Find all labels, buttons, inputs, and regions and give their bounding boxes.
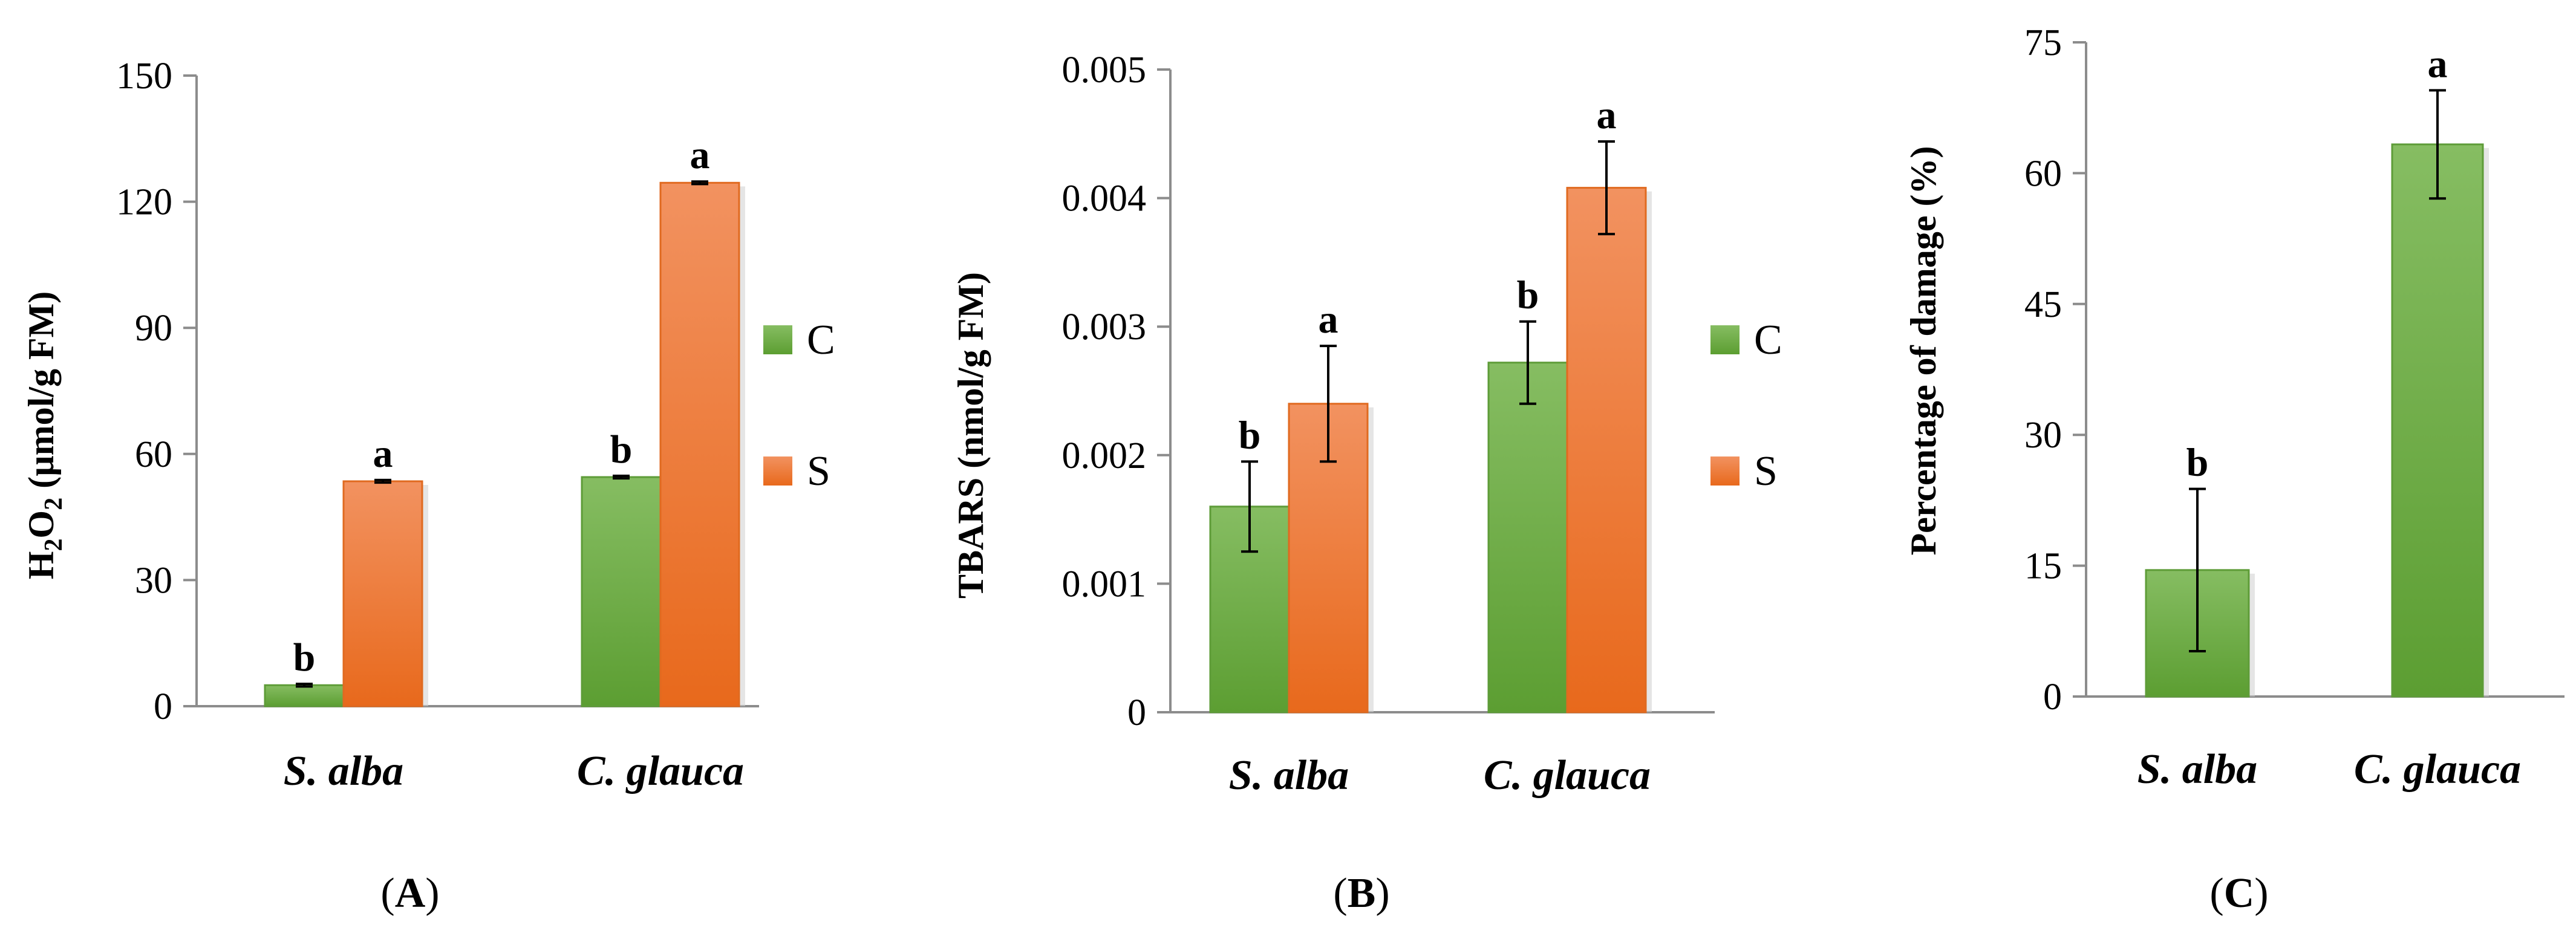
category-label: C. glauca bbox=[1484, 752, 1651, 799]
panel-a-label: (A) bbox=[380, 870, 439, 917]
significance-letter: b bbox=[610, 427, 633, 472]
y-tick-label: 30 bbox=[135, 560, 172, 601]
panel-c-y-axis-title: Percentage of damage (%) bbox=[1903, 146, 1943, 556]
legend-label-C: C bbox=[807, 317, 835, 363]
panel-c-error-bars bbox=[2189, 89, 2446, 652]
y-tick-label: 60 bbox=[2024, 153, 2062, 194]
panel-b-label: (B) bbox=[1333, 870, 1389, 917]
panel-b-bars bbox=[1209, 187, 1652, 713]
bar-C-s-alba bbox=[264, 684, 345, 707]
y-tick-label: 0 bbox=[2043, 677, 2062, 718]
bar-C-c-glauca bbox=[581, 476, 662, 707]
significance-letter: b bbox=[293, 635, 316, 680]
bar-S-s-alba bbox=[342, 480, 423, 707]
panel-a-significance-letters: b a b a bbox=[293, 133, 710, 680]
category-label: S. alba bbox=[284, 748, 403, 794]
panel-a-legend: CS bbox=[763, 317, 835, 495]
category-label: C. glauca bbox=[2354, 746, 2521, 793]
bar-S-c-glauca bbox=[1566, 187, 1647, 713]
y-tick-label: 0.004 bbox=[1062, 178, 1147, 219]
panel-b-y-ticks: 0 0.001 0.002 0.003 0.004 0.005 bbox=[1062, 50, 1715, 733]
significance-letter: b bbox=[1239, 413, 1261, 457]
panel-a-y-ticks: 0 30 60 90 120 150 bbox=[116, 56, 759, 727]
panel-b-legend: CS bbox=[1710, 317, 1782, 495]
panel-b-significance-letters: b a b a bbox=[1239, 93, 1617, 457]
panel-b-category-labels: S. alba C. glauca bbox=[1229, 752, 1651, 799]
panel-a-bars bbox=[264, 181, 745, 707]
panel-a-error-bars bbox=[296, 180, 708, 688]
y-tick-label: 120 bbox=[116, 182, 172, 223]
legend-swatch-S bbox=[1710, 456, 1740, 486]
bar-C-c-glauca bbox=[1487, 362, 1568, 713]
y-tick-label: 150 bbox=[116, 56, 172, 97]
y-tick-label: 15 bbox=[2024, 546, 2062, 587]
panel-a-y-axis-title: H2O2 (µmol/g FM) bbox=[21, 291, 68, 579]
category-label: C. glauca bbox=[577, 748, 744, 794]
legend-swatch-C bbox=[1710, 325, 1740, 354]
legend-swatch-S bbox=[763, 456, 792, 486]
y-tick-label: 0.002 bbox=[1062, 435, 1147, 476]
panel-a-category-labels: S. alba C. glauca bbox=[284, 748, 744, 794]
y-tick-label: 75 bbox=[2024, 22, 2062, 63]
significance-letter: b bbox=[1517, 273, 1539, 317]
panel-b-y-axis-title: TBARS (nmol/g FM) bbox=[951, 272, 991, 599]
panel-b-error-bars bbox=[1241, 140, 1615, 553]
panel-a-chart: 0 30 60 90 120 150 b a b a S. alba C. glauca H2O2… bbox=[21, 56, 835, 917]
panel-c-label: (C) bbox=[2209, 870, 2268, 917]
significance-letter: a bbox=[2428, 42, 2448, 86]
y-tick-label: 0.001 bbox=[1062, 564, 1147, 605]
bar-damage-c-glauca bbox=[2391, 143, 2484, 698]
significance-letter: a bbox=[690, 133, 710, 177]
legend-swatch-C bbox=[763, 325, 792, 354]
significance-letter: b bbox=[2186, 441, 2209, 485]
legend-label-C: C bbox=[1754, 317, 1782, 363]
significance-letter: a bbox=[373, 432, 393, 476]
y-tick-label: 0.003 bbox=[1062, 307, 1147, 348]
legend-label-S: S bbox=[807, 448, 830, 495]
legend-label-S: S bbox=[1754, 448, 1778, 495]
y-tick-label: 0 bbox=[1127, 692, 1146, 733]
y-tick-label: 30 bbox=[2024, 415, 2062, 456]
significance-letter: a bbox=[1597, 93, 1617, 137]
panel-b-chart: 0 0.001 0.002 0.003 0.004 0.005 b a b a S. alba C… bbox=[951, 50, 1782, 917]
panel-c-category-labels: S. alba C. glauca bbox=[2137, 746, 2521, 793]
category-label: S. alba bbox=[2137, 746, 2257, 793]
y-tick-label: 60 bbox=[135, 434, 172, 475]
y-tick-label: 90 bbox=[135, 308, 172, 349]
y-tick-label: 0 bbox=[154, 686, 172, 727]
bar-S-c-glauca bbox=[659, 181, 740, 707]
y-tick-label: 45 bbox=[2024, 284, 2062, 325]
panel-c-significance-letters: ba bbox=[2186, 42, 2448, 484]
significance-letter: a bbox=[1319, 297, 1339, 342]
category-label: S. alba bbox=[1229, 752, 1349, 799]
y-tick-label: 0.005 bbox=[1062, 50, 1147, 91]
